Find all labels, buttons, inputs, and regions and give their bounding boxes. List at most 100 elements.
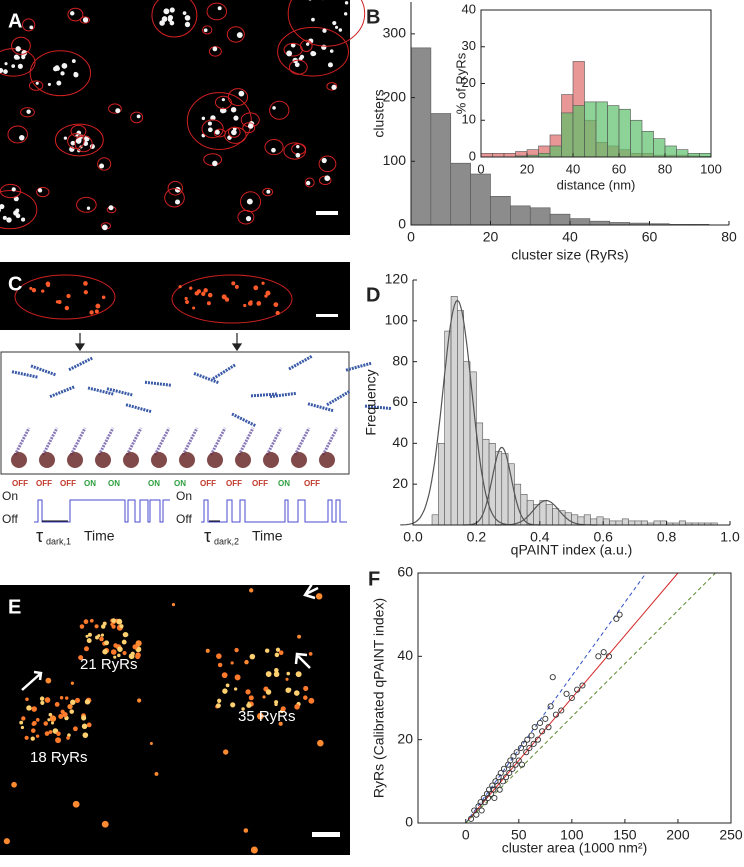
bar bbox=[451, 163, 471, 225]
bar bbox=[530, 208, 550, 225]
spot bbox=[245, 689, 250, 694]
spot bbox=[273, 302, 278, 307]
panel-label: C bbox=[8, 273, 22, 295]
spot bbox=[328, 62, 333, 67]
spot bbox=[72, 59, 76, 63]
spot bbox=[312, 51, 317, 56]
spot bbox=[237, 32, 243, 38]
spot bbox=[189, 286, 192, 289]
spot bbox=[62, 63, 68, 69]
bar bbox=[641, 521, 647, 525]
spot bbox=[231, 107, 236, 112]
y-tick-label: 20 bbox=[392, 475, 408, 491]
spot bbox=[101, 624, 105, 628]
bar bbox=[432, 515, 438, 525]
trace-label: Off bbox=[176, 512, 192, 526]
spot bbox=[55, 737, 61, 743]
spot bbox=[266, 689, 271, 694]
bar bbox=[679, 521, 685, 525]
spot bbox=[213, 47, 218, 52]
spot bbox=[104, 640, 109, 645]
spot bbox=[206, 649, 210, 653]
x-tick-label: 20 bbox=[483, 229, 499, 245]
spot bbox=[6, 217, 11, 222]
scale-bar bbox=[312, 832, 340, 837]
spot bbox=[38, 188, 42, 192]
spot bbox=[73, 726, 78, 731]
bar bbox=[665, 146, 677, 157]
spot bbox=[324, 175, 330, 181]
spot bbox=[216, 653, 222, 659]
spot bbox=[84, 290, 88, 294]
spot bbox=[83, 17, 88, 22]
trace-label: On bbox=[176, 489, 192, 503]
state-label: ON bbox=[108, 479, 120, 488]
ryr bbox=[95, 452, 111, 468]
bar bbox=[631, 120, 643, 157]
bar bbox=[491, 196, 511, 225]
spot bbox=[11, 64, 15, 68]
cluster-label: 18 RyRs bbox=[30, 749, 88, 766]
y-tick-label: 40 bbox=[462, 1, 476, 16]
spot bbox=[235, 674, 241, 680]
state-label: ON bbox=[148, 479, 160, 488]
spot bbox=[308, 698, 314, 704]
spot bbox=[249, 695, 254, 700]
spot bbox=[339, 28, 342, 31]
spot bbox=[119, 624, 123, 628]
spot bbox=[159, 20, 165, 26]
spot bbox=[71, 682, 74, 685]
spot bbox=[102, 649, 107, 654]
spot bbox=[73, 801, 80, 808]
spot bbox=[179, 285, 182, 288]
x-tick-label: 200 bbox=[666, 827, 690, 843]
x-tick-label: 40 bbox=[566, 161, 580, 176]
spot bbox=[249, 588, 253, 592]
tau-subscript: dark,2 bbox=[214, 536, 239, 546]
spot bbox=[94, 624, 98, 628]
spot bbox=[294, 690, 300, 696]
spot bbox=[111, 649, 117, 655]
spot bbox=[3, 216, 7, 220]
spot bbox=[185, 300, 189, 304]
y-tick-label: 60 bbox=[392, 393, 408, 409]
bar bbox=[660, 521, 666, 525]
bar bbox=[550, 146, 562, 157]
scale-bar bbox=[316, 314, 338, 317]
spot bbox=[18, 64, 23, 69]
spot bbox=[317, 740, 324, 747]
spot bbox=[202, 117, 205, 120]
state-label: OFF bbox=[304, 479, 320, 488]
ryr bbox=[179, 452, 195, 468]
bar bbox=[700, 153, 712, 157]
bar bbox=[635, 521, 641, 525]
spot bbox=[208, 293, 213, 298]
spot bbox=[56, 81, 61, 86]
bar bbox=[584, 515, 590, 525]
spot bbox=[231, 661, 234, 664]
spot bbox=[275, 653, 280, 658]
spot bbox=[137, 114, 141, 118]
spot bbox=[50, 715, 56, 721]
spot bbox=[322, 29, 326, 33]
point bbox=[529, 733, 534, 738]
spot bbox=[102, 296, 106, 300]
spot bbox=[56, 300, 59, 303]
x-tick-label: 100 bbox=[700, 161, 722, 176]
bar bbox=[622, 519, 628, 525]
spot bbox=[222, 688, 227, 693]
spot bbox=[21, 716, 25, 720]
y-axis-label: Frequency bbox=[363, 369, 379, 435]
y-tick-label: 20 bbox=[397, 730, 413, 746]
spot bbox=[306, 42, 309, 45]
panel-label: B bbox=[366, 6, 380, 28]
y-tick-label: 0 bbox=[405, 814, 413, 830]
x-tick-label: 0.8 bbox=[657, 529, 677, 545]
spot bbox=[168, 18, 172, 22]
fit-line bbox=[466, 573, 646, 823]
point bbox=[601, 650, 606, 655]
spot bbox=[67, 704, 72, 709]
spot bbox=[223, 749, 228, 754]
spot bbox=[306, 181, 310, 185]
